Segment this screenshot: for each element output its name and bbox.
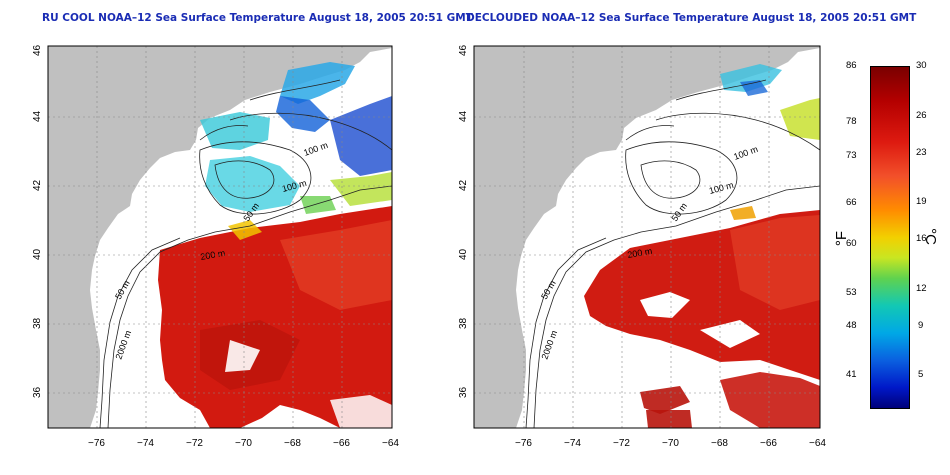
right-map-content: 100 m 100 m 50 m 200 m 50 m 2000 m (474, 46, 820, 428)
left-land (48, 46, 392, 428)
contour-label: 100 m (281, 178, 308, 194)
fahrenheit-tick: 48 (846, 320, 857, 331)
right-y-axis: 46 44 42 40 38 36 (458, 44, 469, 398)
right-panel-title: DECLOUDED NOAA–12 Sea Surface Temperatur… (466, 12, 917, 24)
right-land (474, 46, 820, 428)
y-tick-label: 46 (32, 44, 43, 56)
x-tick-label: −76 (88, 438, 105, 449)
y-tick-label: 40 (32, 248, 43, 260)
fahrenheit-tick: 78 (846, 116, 857, 127)
x-tick-label: −66 (760, 438, 777, 449)
x-tick-label: −70 (662, 438, 679, 449)
y-tick-label: 42 (32, 179, 43, 191)
left-y-axis: 46 44 42 40 38 36 (32, 44, 43, 398)
x-tick-label: −72 (186, 438, 203, 449)
fahrenheit-tick: 53 (846, 287, 857, 298)
contour-label: 100 m (302, 140, 329, 158)
x-tick-label: −68 (711, 438, 728, 449)
contour-label: 50 m (669, 201, 689, 223)
contour-label: 50 m (539, 279, 558, 301)
celsius-tick: 23 (916, 147, 927, 158)
contour-label: 100 m (708, 180, 735, 196)
y-tick-label: 44 (458, 110, 469, 122)
contour-label: 50 m (241, 201, 261, 223)
left-x-axis: −76 −74 −72 −70 −68 −66 −64 (88, 438, 399, 449)
contour-label: 2000 m (113, 329, 133, 361)
celsius-tick: 30 (916, 60, 927, 71)
fahrenheit-tick: 73 (846, 150, 857, 161)
left-contour-labels: 100 m 100 m 50 m 200 m 50 m 2000 m (113, 140, 329, 361)
right-gridlines (474, 46, 820, 428)
right-bathymetry-contours (525, 79, 820, 428)
fahrenheit-tick: 86 (846, 60, 857, 71)
contour-label: 2000 m (539, 329, 559, 361)
x-tick-label: −76 (515, 438, 532, 449)
left-gridlines (48, 46, 392, 428)
fahrenheit-tick: 66 (846, 197, 857, 208)
fahrenheit-unit-label: °F (833, 230, 851, 247)
x-tick-label: −72 (613, 438, 630, 449)
x-tick-label: −66 (333, 438, 350, 449)
fahrenheit-tick: 41 (846, 369, 857, 380)
right-cool-water (720, 64, 782, 92)
celsius-tick: 12 (916, 283, 927, 294)
x-tick-label: −70 (235, 438, 252, 449)
celsius-tick: 16 (916, 233, 927, 244)
contour-label: 50 m (113, 279, 132, 301)
celsius-tick: 26 (916, 110, 927, 121)
celsius-unit-label: °C (921, 228, 939, 245)
y-tick-label: 40 (458, 248, 469, 260)
y-tick-label: 38 (458, 317, 469, 329)
x-tick-label: −74 (137, 438, 154, 449)
y-tick-label: 36 (32, 386, 43, 398)
left-warm-water (158, 206, 392, 428)
y-tick-label: 42 (458, 179, 469, 191)
y-tick-label: 44 (32, 110, 43, 122)
left-map-content: 100 m 100 m 50 m 200 m 50 m 2000 m (48, 46, 392, 428)
x-tick-label: −64 (809, 438, 826, 449)
temperature-colorbar (870, 66, 910, 409)
fahrenheit-tick: 60 (846, 238, 857, 249)
contour-label: 100 m (732, 144, 759, 162)
celsius-tick: 9 (918, 320, 924, 331)
x-tick-label: −74 (564, 438, 581, 449)
x-tick-label: −68 (284, 438, 301, 449)
right-contour-labels: 100 m 100 m 50 m 200 m 50 m 2000 m (539, 144, 759, 361)
left-bathymetry-contours (99, 79, 392, 428)
celsius-tick: 19 (916, 196, 927, 207)
left-panel-title: RU COOL NOAA–12 Sea Surface Temperature … (42, 12, 473, 24)
contour-label: 200 m (200, 248, 226, 262)
y-tick-label: 38 (32, 317, 43, 329)
y-tick-label: 36 (458, 386, 469, 398)
y-tick-label: 46 (458, 44, 469, 56)
right-x-axis: −76 −74 −72 −70 −68 −66 −64 (515, 438, 826, 449)
x-tick-label: −64 (382, 438, 399, 449)
celsius-tick: 5 (918, 369, 924, 380)
right-warm-water (584, 210, 820, 380)
left-cool-water (280, 62, 355, 104)
contour-label: 200 m (627, 246, 653, 260)
